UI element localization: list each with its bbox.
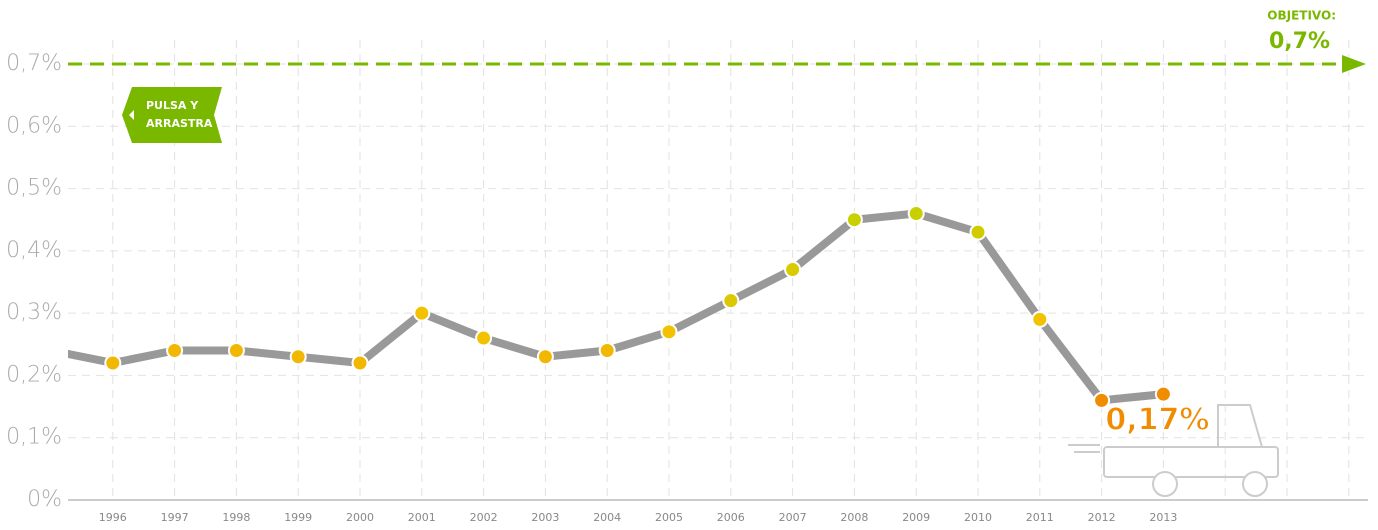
data-point (166, 342, 184, 360)
x-tick-label: 2008 (840, 511, 868, 524)
x-tick-label: 2007 (779, 511, 807, 524)
y-tick-label: 0,3% (6, 300, 62, 325)
value-label: 0,17% (1105, 403, 1209, 438)
x-tick-label: 2011 (1026, 511, 1054, 524)
y-tick-label: 0,7% (6, 51, 62, 76)
drag-button[interactable]: PULSA Y ARRASTRA (122, 87, 222, 143)
x-tick-label: 1998 (222, 511, 250, 524)
data-point (227, 342, 245, 360)
x-tick-label: 2000 (346, 511, 374, 524)
data-point (969, 223, 987, 241)
button-shape[interactable] (122, 87, 222, 143)
data-point (536, 348, 554, 366)
button-text: PULSA Y (146, 99, 199, 112)
data-point (351, 354, 369, 372)
data-point (475, 329, 493, 347)
data-point (784, 261, 802, 279)
x-tick-label: 2012 (1088, 511, 1116, 524)
y-tick-label: 0,1% (6, 425, 62, 450)
y-tick-label: 0,2% (6, 362, 62, 387)
data-point (907, 204, 925, 222)
data-point (598, 342, 616, 360)
y-tick-label: 0,6% (6, 113, 62, 138)
x-tick-label: 1996 (99, 511, 127, 524)
x-tick-label: 1997 (161, 511, 189, 524)
x-tick-label: 2003 (531, 511, 559, 524)
target-title: OBJETIVO: (1267, 9, 1336, 23)
x-tick-label: 2004 (593, 511, 621, 524)
x-tick-label: 2002 (470, 511, 498, 524)
x-tick-label: 2009 (902, 511, 930, 524)
x-tick-label: 2006 (717, 511, 745, 524)
data-point (722, 292, 740, 310)
y-tick-label: 0,5% (6, 176, 62, 201)
data-point (104, 354, 122, 372)
data-point (1093, 391, 1111, 409)
data-point (413, 304, 431, 322)
plot (44, 40, 1368, 501)
data-point (1031, 310, 1049, 328)
target-label: 0,7% (1269, 29, 1330, 54)
x-tick-label: 1999 (284, 511, 312, 524)
data-point (660, 323, 678, 341)
button-text: ARRASTRA (146, 117, 213, 130)
button-arrow (129, 110, 134, 120)
truck (1068, 404, 1279, 497)
data-point (845, 211, 863, 229)
x-tick-label: 2001 (408, 511, 436, 524)
x-tick-label: 2005 (655, 511, 683, 524)
y-tick-label: 0,4% (6, 238, 62, 263)
target-arrow (1342, 55, 1366, 73)
x-tick-label: 2010 (964, 511, 992, 524)
data-point (289, 348, 307, 366)
data-point (1154, 385, 1172, 403)
y-tick-label: 0% (27, 487, 62, 512)
x-tick-label: 2013 (1149, 511, 1177, 524)
data-point (44, 343, 59, 358)
